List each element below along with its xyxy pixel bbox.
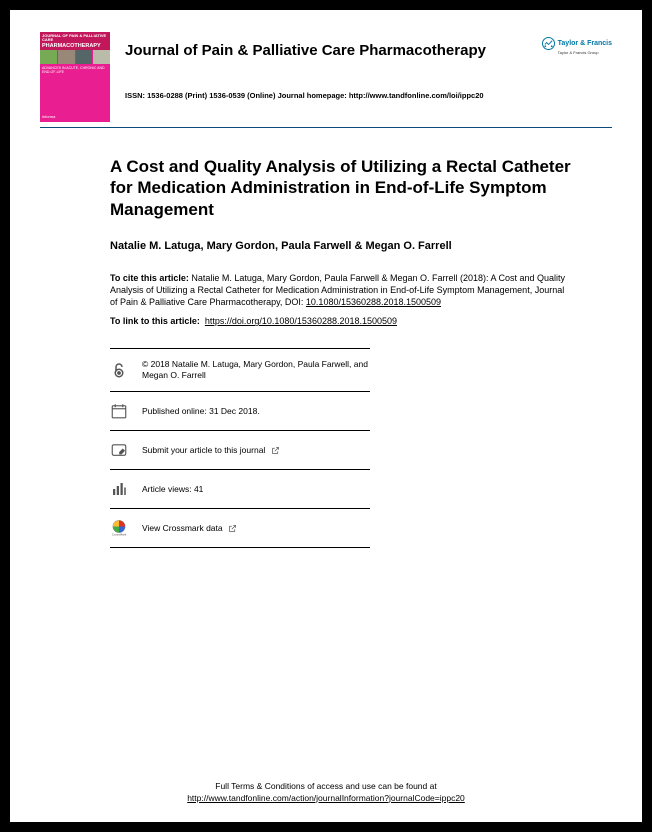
crossmark-icon: CrossMark bbox=[110, 519, 128, 537]
journal-cover: JOURNAL OF PAIN & PALLIATIVE CARE PHARMA… bbox=[40, 32, 110, 122]
publisher-name: Taylor & Francis bbox=[558, 40, 612, 47]
footer: Full Terms & Conditions of access and us… bbox=[10, 781, 642, 804]
publisher-icon bbox=[542, 37, 555, 50]
linkto-url[interactable]: https://doi.org/10.1080/15360288.2018.15… bbox=[205, 316, 397, 326]
svg-text:CrossMark: CrossMark bbox=[112, 533, 127, 537]
cover-line1: JOURNAL OF PAIN & PALLIATIVE CARE bbox=[42, 34, 108, 43]
external-link-icon bbox=[228, 524, 237, 533]
published-text: Published online: 31 Dec 2018. bbox=[142, 406, 260, 417]
views-text: Article views: 41 bbox=[142, 484, 203, 495]
cover-imprint: informa bbox=[40, 112, 110, 122]
submit-icon bbox=[110, 441, 128, 459]
content: A Cost and Quality Analysis of Utilizing… bbox=[40, 128, 612, 548]
footer-line1: Full Terms & Conditions of access and us… bbox=[10, 781, 642, 792]
cover-subline: ADVANCES IN ACUTE, CHRONIC AND END-OF-LI… bbox=[40, 64, 110, 76]
page: JOURNAL OF PAIN & PALLIATIVE CARE PHARMA… bbox=[10, 10, 642, 822]
header-text: Journal of Pain & Palliative Care Pharma… bbox=[125, 32, 612, 100]
doi-link[interactable]: 10.1080/15360288.2018.1500509 bbox=[306, 297, 441, 307]
publisher-subline: Taylor & Francis Group bbox=[558, 50, 612, 55]
chart-icon bbox=[110, 480, 128, 498]
meta-list: © 2018 Natalie M. Latuga, Mary Gordon, P… bbox=[110, 348, 572, 548]
citation-block: To cite this article: Natalie M. Latuga,… bbox=[110, 272, 572, 308]
journal-name: Journal of Pain & Palliative Care Pharma… bbox=[125, 42, 612, 59]
meta-row-published: Published online: 31 Dec 2018. bbox=[110, 391, 370, 430]
open-access-icon bbox=[110, 361, 128, 379]
calendar-icon bbox=[110, 402, 128, 420]
header: JOURNAL OF PAIN & PALLIATIVE CARE PHARMA… bbox=[40, 32, 612, 122]
meta-row-crossmark[interactable]: CrossMark View Crossmark data bbox=[110, 508, 370, 548]
linkto-label: To link to this article: bbox=[110, 316, 200, 326]
copyright-text: © 2018 Natalie M. Latuga, Mary Gordon, P… bbox=[142, 359, 370, 381]
external-link-icon bbox=[271, 446, 280, 455]
article-title: A Cost and Quality Analysis of Utilizing… bbox=[110, 156, 572, 220]
authors: Natalie M. Latuga, Mary Gordon, Paula Fa… bbox=[110, 240, 572, 252]
cover-image-strip bbox=[40, 50, 110, 64]
linkto-block: To link to this article: https://doi.org… bbox=[110, 316, 572, 326]
meta-row-views: Article views: 41 bbox=[110, 469, 370, 508]
crossmark-text: View Crossmark data bbox=[142, 523, 237, 534]
publisher-badge: Taylor & Francis Taylor & Francis Group bbox=[542, 32, 612, 55]
submit-text: Submit your article to this journal bbox=[142, 445, 280, 456]
cover-title-block: JOURNAL OF PAIN & PALLIATIVE CARE PHARMA… bbox=[40, 32, 110, 50]
cite-label: To cite this article: bbox=[110, 273, 189, 283]
footer-link[interactable]: http://www.tandfonline.com/action/journa… bbox=[187, 793, 465, 803]
meta-row-submit[interactable]: Submit your article to this journal bbox=[110, 430, 370, 469]
cover-line2: PHARMACOTHERAPY bbox=[42, 43, 108, 49]
issn-line: ISSN: 1536-0288 (Print) 1536-0539 (Onlin… bbox=[125, 91, 612, 100]
cover-body: ADVANCES IN ACUTE, CHRONIC AND END-OF-LI… bbox=[40, 64, 110, 112]
meta-row-copyright: © 2018 Natalie M. Latuga, Mary Gordon, P… bbox=[110, 348, 370, 391]
